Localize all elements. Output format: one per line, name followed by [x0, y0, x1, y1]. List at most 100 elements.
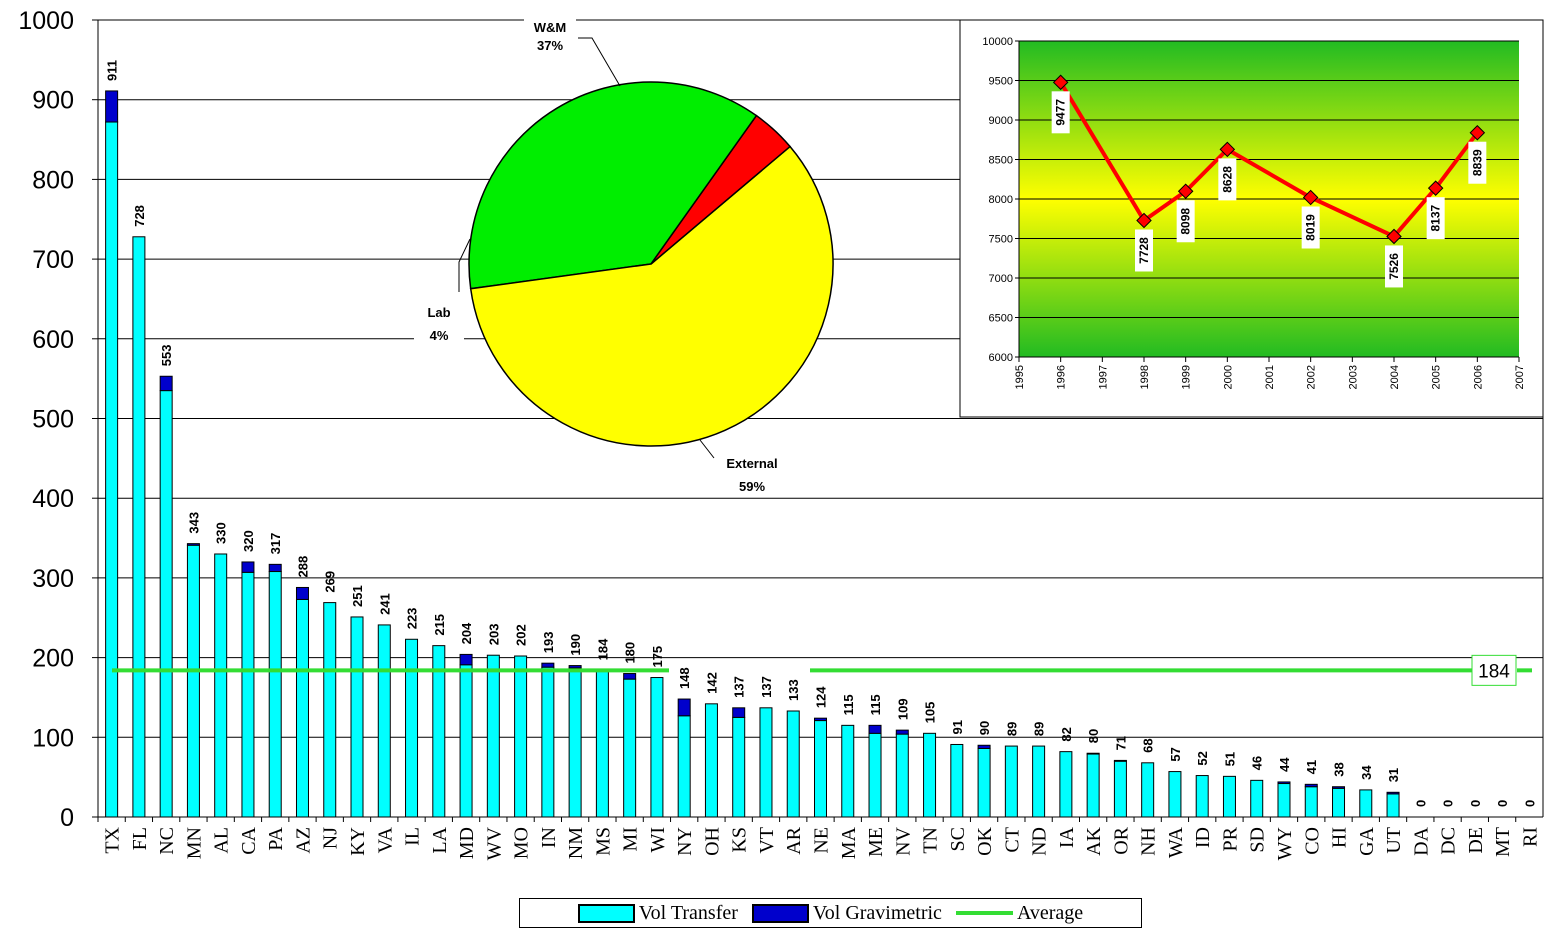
x-tick-label: VT: [756, 827, 778, 854]
data-label: 223: [405, 608, 420, 630]
legend-swatch-vol-transfer: [578, 904, 635, 923]
chart-legend: Vol Transfer Vol Gravimetric Average: [519, 898, 1142, 928]
bar-vol-transfer: [815, 721, 827, 817]
bar-vol-transfer: [596, 670, 608, 817]
inset-data-label: 8098: [1179, 208, 1193, 235]
bar-vol-transfer: [269, 572, 281, 817]
bar-vol-transfer: [760, 708, 772, 817]
x-tick-label: CA: [238, 826, 260, 854]
bar-vol-transfer: [869, 733, 881, 817]
x-tick-label: DC: [1438, 827, 1460, 855]
inset-x-tick-label: 2001: [1264, 365, 1276, 389]
x-tick-label: DE: [1465, 827, 1487, 854]
x-tick-label: VA: [374, 826, 396, 853]
data-label: 728: [132, 205, 147, 227]
bar-vol-gravimetric: [160, 376, 172, 390]
data-label: 133: [786, 679, 801, 701]
data-label: 0: [1522, 800, 1537, 807]
x-tick-label: MI: [620, 827, 642, 851]
data-label: 193: [541, 631, 556, 653]
bar-vol-transfer: [787, 711, 799, 817]
inset-data-label: 8839: [1470, 149, 1484, 176]
bar-vol-transfer: [378, 625, 390, 817]
data-label: 215: [432, 614, 447, 636]
inset-y-tick-label: 6000: [989, 352, 1013, 364]
pie-label-wm: W&M: [534, 20, 567, 35]
x-tick-label: AZ: [292, 827, 314, 854]
x-tick-label: NE: [811, 827, 833, 854]
inset-data-label: 8628: [1220, 166, 1234, 193]
bar-vol-transfer: [1387, 794, 1399, 817]
x-tick-label: HI: [1329, 827, 1351, 848]
data-label: 911: [105, 60, 120, 81]
data-label: 34: [1359, 765, 1374, 780]
x-tick-label: GA: [1356, 826, 1378, 855]
x-tick-label: IA: [1056, 826, 1078, 848]
inset-x-tick-label: 2003: [1347, 365, 1359, 389]
bar-vol-transfer: [678, 716, 690, 817]
inset-x-tick-label: 2004: [1389, 365, 1401, 389]
pie-label-lab: Lab: [427, 305, 450, 320]
legend-item-average: Average: [956, 902, 1083, 925]
y-tick-label: 100: [32, 724, 74, 752]
bar-vol-transfer: [1251, 780, 1263, 817]
legend-swatch-average: [956, 911, 1013, 915]
y-tick-label: 1000: [18, 7, 74, 35]
x-tick-label: MO: [511, 827, 533, 859]
inset-data-label: 7526: [1387, 253, 1401, 280]
bar-vol-transfer: [160, 391, 172, 817]
y-tick-label: 500: [32, 406, 74, 434]
x-tick-label: WV: [483, 826, 505, 860]
bar-vol-transfer: [460, 665, 472, 817]
bar-vol-transfer: [624, 679, 636, 817]
inset-x-tick-label: 1996: [1056, 365, 1068, 389]
data-label: 148: [677, 667, 692, 689]
inset-y-tick-label: 9000: [989, 115, 1013, 127]
bar-vol-transfer: [1333, 788, 1345, 817]
data-label: 175: [650, 646, 665, 668]
bar-vol-transfer: [296, 599, 308, 817]
x-tick-label: MD: [456, 827, 478, 859]
data-label: 203: [486, 624, 501, 646]
data-label: 105: [923, 702, 938, 724]
pie-leader-line: [578, 38, 620, 86]
x-tick-label: DA: [1410, 826, 1432, 855]
data-label: 343: [186, 512, 201, 534]
data-label: 115: [868, 694, 883, 715]
x-tick-label: SD: [1247, 827, 1269, 853]
data-label: 44: [1277, 757, 1292, 772]
inset-x-tick-label: 2002: [1306, 365, 1318, 389]
bar-vol-transfer: [1142, 763, 1154, 817]
inset-y-tick-label: 7500: [989, 234, 1013, 246]
y-tick-label: 600: [32, 326, 74, 354]
x-tick-label: OH: [701, 827, 723, 856]
bar-vol-transfer: [487, 655, 499, 817]
x-tick-label: MS: [592, 827, 614, 856]
bar-vol-transfer: [1196, 776, 1208, 817]
inset-x-tick-label: 2000: [1222, 365, 1234, 389]
bar-vol-transfer: [978, 748, 990, 817]
data-label: 41: [1304, 760, 1319, 774]
inset-data-label: 8137: [1429, 205, 1443, 232]
bar-vol-gravimetric: [1333, 787, 1345, 789]
bar-vol-transfer: [569, 668, 581, 817]
x-tick-label: PR: [1219, 826, 1241, 851]
data-label: 91: [950, 720, 965, 734]
data-label: 317: [268, 533, 283, 555]
y-tick-label: 200: [32, 645, 74, 673]
x-tick-label: OR: [1110, 826, 1132, 854]
data-label: 320: [241, 530, 256, 552]
legend-item-vol-gravimetric: Vol Gravimetric: [752, 902, 942, 925]
x-tick-label: AK: [1083, 826, 1105, 855]
y-tick-label: 700: [32, 246, 74, 274]
x-tick-label: UT: [1383, 827, 1405, 854]
x-tick-label: AL: [211, 827, 233, 854]
x-tick-label: SC: [947, 827, 969, 851]
x-tick-label: TX: [102, 826, 124, 853]
bar-vol-gravimetric: [460, 654, 472, 664]
data-label: 71: [1113, 736, 1128, 750]
data-label: 142: [704, 672, 719, 694]
x-tick-label: TN: [920, 827, 942, 854]
bar-vol-transfer: [1005, 746, 1017, 817]
